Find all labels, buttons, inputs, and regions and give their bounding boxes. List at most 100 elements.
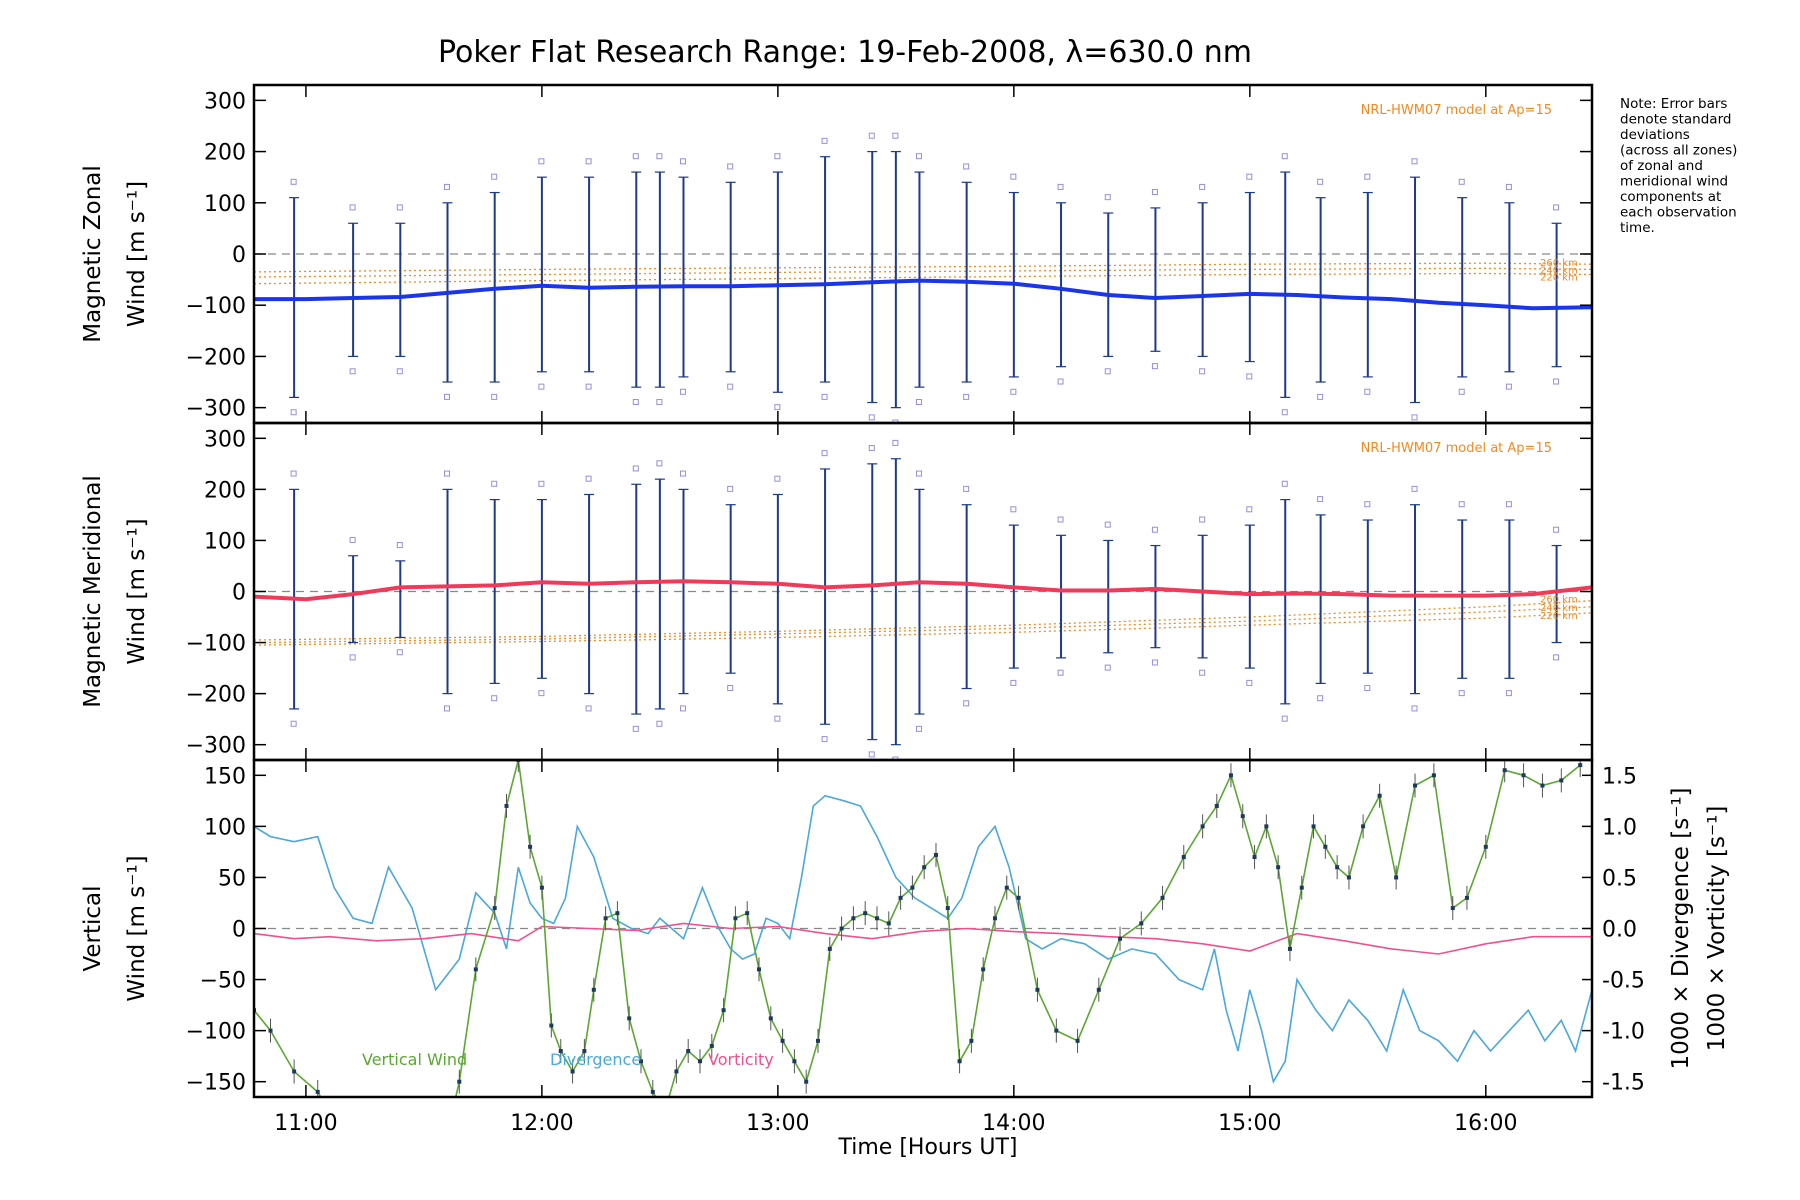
vertical-wind-point	[582, 1049, 587, 1054]
scatter-point	[1411, 485, 1418, 492]
scatter-point	[538, 158, 545, 165]
model-altitude-label: 220 km	[1540, 611, 1578, 622]
vertical-wind-point	[839, 926, 844, 931]
vertical-wind-point	[1075, 1038, 1080, 1043]
y-tick-label: −100	[186, 632, 246, 657]
vertical-wind-point	[292, 1069, 297, 1074]
scatter-point	[915, 725, 922, 732]
vertical-wind-point	[1264, 824, 1269, 829]
scatter-point	[679, 388, 686, 395]
model-curve-0	[254, 600, 1592, 641]
scatter-point	[396, 204, 403, 211]
scatter-point	[1246, 679, 1253, 686]
scatter-point	[821, 137, 828, 144]
y-tick-label: 150	[204, 764, 246, 789]
vertical-wind-point	[1299, 885, 1304, 890]
scatter-point	[1010, 388, 1017, 395]
scatter-point	[444, 393, 451, 400]
scatter-point	[1553, 204, 1560, 211]
scatter-point	[349, 368, 356, 375]
vertical-wind-point	[1540, 783, 1545, 788]
scatter-point	[396, 542, 403, 549]
vertical-wind-point	[721, 1008, 726, 1013]
note-line: deviations	[1620, 127, 1690, 143]
scatter-point	[1104, 664, 1111, 671]
scatter-point	[632, 465, 639, 472]
vertical-wind-point	[492, 906, 497, 911]
vertical-wind-point	[1016, 895, 1021, 900]
divergence-line	[254, 794, 1592, 1084]
vertical-wind-point	[539, 885, 544, 890]
scatter-point	[491, 173, 498, 180]
model-curve-0	[254, 262, 1592, 273]
scatter-point	[1505, 183, 1512, 190]
note-line: denote standard	[1620, 112, 1731, 128]
scatter-point	[915, 399, 922, 406]
scatter-point	[679, 158, 686, 165]
scatter-point	[585, 475, 592, 482]
scatter-point	[538, 690, 545, 697]
scatter-point	[1104, 194, 1111, 201]
scatter-point	[1505, 383, 1512, 390]
note-line: components at	[1620, 189, 1721, 205]
vertical-wind-point	[650, 1089, 655, 1094]
vertical-wind-point	[1311, 824, 1316, 829]
scatter-point	[1246, 506, 1253, 513]
vertical-wind-point	[627, 1016, 632, 1021]
scatter-point	[1199, 368, 1206, 375]
y-axis-label: Magnetic Zonal	[80, 165, 106, 343]
y-tick-label: 300	[204, 427, 246, 452]
vertical-wind-point	[558, 1049, 563, 1054]
vertical-wind-point	[1559, 778, 1564, 783]
scatter-point	[868, 414, 875, 421]
x-tick-label: 16:00	[1454, 1111, 1517, 1136]
scatter-point	[1104, 368, 1111, 375]
vertical-wind-point	[1004, 885, 1009, 890]
y-tick-label: −150	[186, 1071, 246, 1096]
scatter-point	[1151, 526, 1158, 533]
scatter-point	[1364, 501, 1371, 508]
vertical-wind-line	[254, 760, 1581, 1097]
scatter-point	[727, 485, 734, 492]
y-tick-label: 0	[232, 918, 246, 943]
scatter-point	[444, 705, 451, 712]
plot-area	[254, 439, 1592, 760]
vertical-wind-point	[686, 1049, 691, 1054]
scatter-point	[656, 460, 663, 467]
y-tick-label: −300	[186, 734, 246, 759]
scatter-point	[963, 700, 970, 707]
vertical-wind-point	[874, 916, 879, 921]
vertical-wind-point	[663, 1110, 667, 1114]
scatter-point	[585, 158, 592, 165]
model-altitude-label: 240 km	[1540, 603, 1578, 614]
scatter-point	[349, 204, 356, 211]
scatter-point	[963, 393, 970, 400]
y-tick-label: 100	[204, 529, 246, 554]
vertical-wind-point	[698, 1059, 702, 1064]
scatter-point	[1505, 690, 1512, 697]
scatter-point	[915, 470, 922, 477]
y-tick-label: −100	[186, 1020, 246, 1045]
y-axis-label: Magnetic Meridional	[80, 475, 106, 708]
vertical-wind-point	[504, 803, 509, 808]
y-tick-label: 300	[204, 89, 246, 114]
scatter-point	[1553, 654, 1560, 661]
vertical-wind-point	[1394, 875, 1399, 880]
scatter-point	[1057, 669, 1064, 676]
vertical-wind-point	[549, 1023, 554, 1028]
vertical-wind-point	[992, 916, 997, 921]
vertical-wind-point	[863, 911, 868, 916]
model-curve-1	[254, 267, 1592, 278]
x-tick-label: 13:00	[746, 1111, 809, 1136]
y-tick-label: 0	[232, 581, 246, 606]
vertical-wind-point	[1228, 773, 1233, 778]
x-axis-label: Time [Hours UT]	[838, 1135, 1018, 1160]
scatter-point	[1458, 178, 1465, 185]
right-tick-label: -1.5	[1602, 1071, 1645, 1096]
scatter-point	[963, 485, 970, 492]
scatter-point	[774, 715, 781, 722]
scatter-point	[396, 368, 403, 375]
vertical-wind-point	[957, 1059, 962, 1064]
vertical-wind-point	[1346, 875, 1351, 880]
scatter-point	[656, 720, 663, 727]
